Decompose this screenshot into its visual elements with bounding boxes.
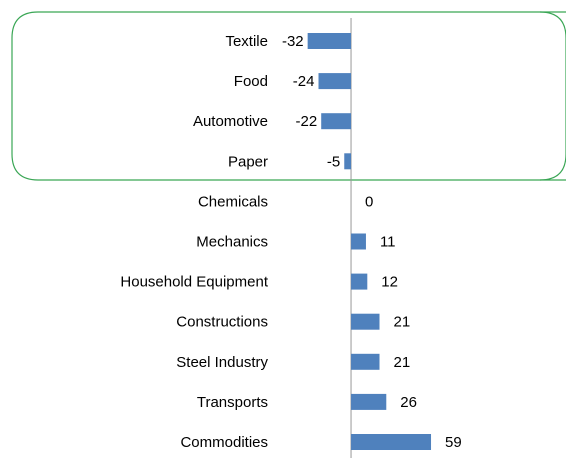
value-label: 11 <box>380 233 396 250</box>
value-label: 21 <box>394 354 411 371</box>
category-label: Constructions <box>176 314 268 331</box>
value-label: 0 <box>365 193 373 210</box>
category-label: Paper <box>228 153 268 170</box>
category-label: Chemicals <box>198 193 268 210</box>
category-label: Mechanics <box>196 233 268 250</box>
category-label: Transports <box>197 394 268 411</box>
highlight-frame <box>11 11 566 181</box>
value-label: -24 <box>293 73 315 90</box>
category-label: Textile <box>225 33 268 50</box>
bar <box>351 434 432 450</box>
category-label: Automotive <box>193 113 268 130</box>
bar <box>351 313 380 330</box>
value-label: 26 <box>400 394 417 411</box>
bar <box>318 73 352 90</box>
value-label: -5 <box>327 153 340 170</box>
bar <box>351 273 368 290</box>
bar <box>351 233 366 250</box>
value-label: 21 <box>394 314 411 331</box>
category-label: Household Equipment <box>120 274 268 291</box>
category-label: Commodities <box>180 434 268 451</box>
highlight-frame-end <box>539 11 566 181</box>
value-label: -32 <box>282 33 304 50</box>
value-label: 12 <box>381 274 398 291</box>
value-label: 59 <box>445 434 462 451</box>
bar <box>351 353 380 370</box>
bar <box>344 153 352 170</box>
category-label: Food <box>234 73 268 90</box>
bar <box>321 113 352 130</box>
category-label: Steel Industry <box>176 354 268 371</box>
bar <box>351 393 387 410</box>
bar <box>307 33 352 49</box>
value-label: -22 <box>296 113 318 130</box>
